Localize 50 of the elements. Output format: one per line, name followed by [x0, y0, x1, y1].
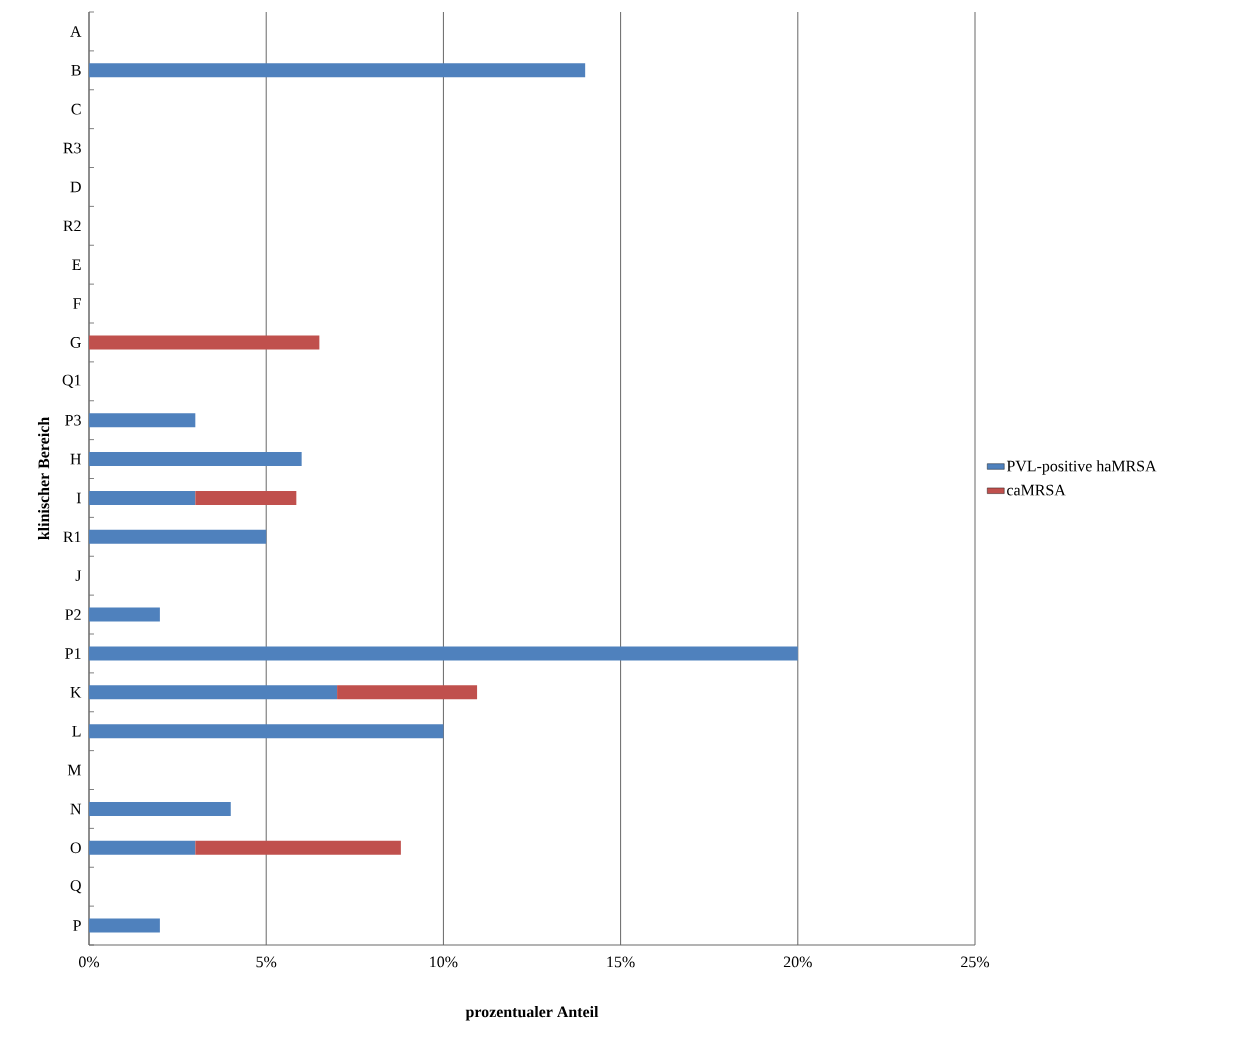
y-tick-label: P — [73, 920, 81, 931]
y-tick-label: N — [70, 803, 82, 815]
y-tick-label: R3 — [63, 142, 81, 154]
bar — [89, 413, 196, 428]
y-tick-label: H — [70, 453, 82, 465]
bar — [89, 529, 267, 544]
x-tick-label: 0% — [78, 956, 100, 968]
bar — [337, 685, 478, 700]
x-tick-label: 15% — [607, 956, 635, 968]
y-axis-title: klinischer Bereich — [37, 417, 50, 540]
y-tick-label: B — [71, 65, 81, 76]
y-tick-label: P3 — [65, 414, 81, 426]
y-tick-label: R1 — [63, 531, 81, 543]
y-tick-label: P2 — [65, 609, 81, 620]
x-tick-label: 5% — [256, 956, 277, 968]
bar — [89, 801, 231, 816]
bar — [89, 607, 160, 622]
y-tick-label: Q1 — [62, 374, 81, 388]
bar — [89, 646, 798, 661]
bar — [89, 724, 444, 739]
y-tick-label: Q — [70, 880, 82, 894]
y-tick-label: I — [76, 492, 81, 504]
bar — [89, 685, 338, 700]
bar — [195, 490, 297, 505]
legend-label: caMRSA — [1007, 484, 1066, 496]
x-tick-label: 10% — [430, 956, 458, 968]
bar — [89, 490, 196, 505]
bar — [195, 840, 401, 855]
y-tick-label: D — [70, 181, 81, 193]
y-tick-label: C — [71, 103, 81, 115]
y-tick-label: J — [75, 570, 82, 581]
y-tick-label: L — [72, 725, 81, 737]
y-tick-label: P1 — [65, 648, 81, 659]
y-tick-label: K — [70, 687, 82, 698]
bar — [89, 840, 196, 855]
x-tick-label: 20% — [783, 956, 812, 968]
y-tick-label: M — [67, 764, 82, 776]
y-tick-label: A — [70, 26, 82, 37]
y-tick-label: R2 — [63, 220, 81, 232]
y-tick-label: F — [73, 298, 81, 309]
legend-label: PVL-positive haMRSA — [1006, 460, 1157, 475]
y-tick-label: E — [72, 259, 81, 270]
x-axis-title: prozentualer Anteil — [465, 1006, 599, 1021]
y-tick-label: O — [70, 842, 81, 854]
bar — [89, 63, 586, 78]
bar — [89, 335, 320, 350]
bar — [89, 452, 302, 467]
y-tick-label: G — [70, 337, 81, 348]
x-tick-label: 25% — [961, 956, 990, 968]
bar — [89, 918, 160, 933]
